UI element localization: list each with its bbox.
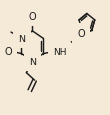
Text: O: O xyxy=(77,29,85,39)
Text: NH: NH xyxy=(53,48,66,57)
Text: N: N xyxy=(18,35,25,44)
Text: O: O xyxy=(29,12,36,22)
Text: O: O xyxy=(5,47,12,57)
Text: N: N xyxy=(29,57,36,66)
